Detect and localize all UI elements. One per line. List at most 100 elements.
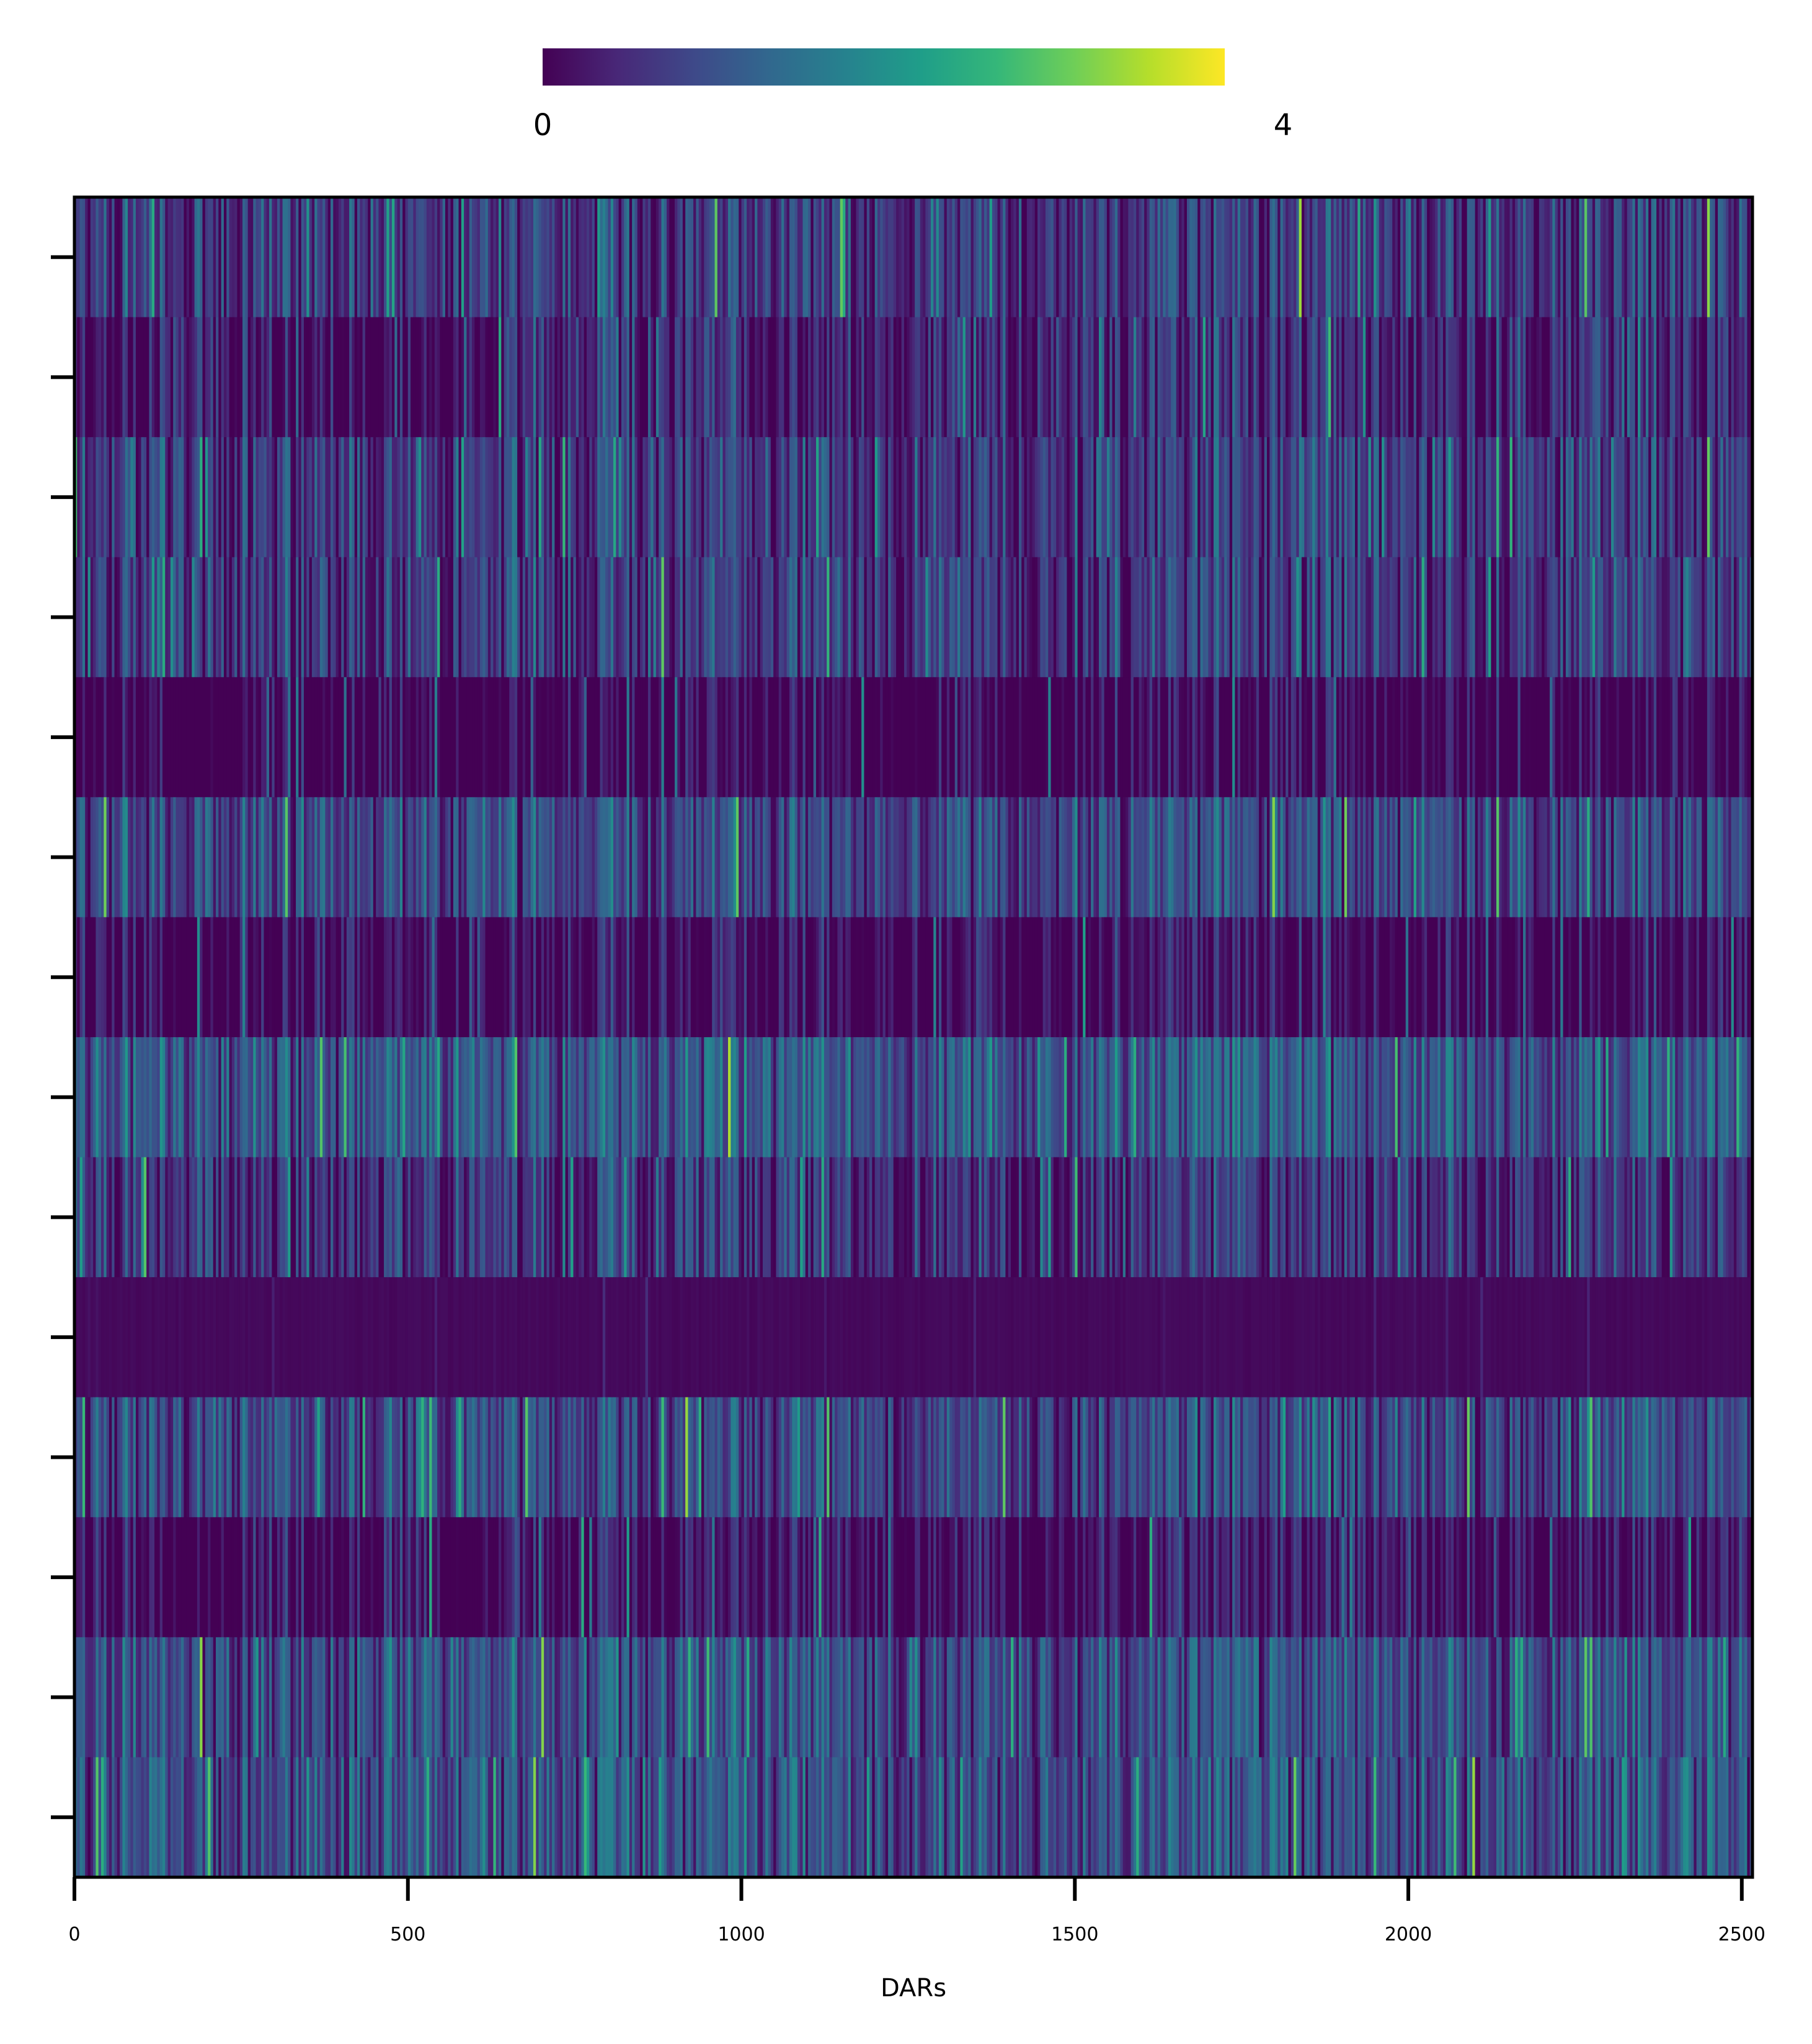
heatmap-cell xyxy=(472,557,475,678)
heatmap-cell xyxy=(941,1037,945,1158)
heatmap-cell xyxy=(311,797,315,918)
heatmap-cell xyxy=(567,1037,571,1158)
heatmap-cell xyxy=(584,917,587,1038)
heatmap-cell xyxy=(805,197,809,318)
heatmap-cell xyxy=(957,1037,961,1158)
heatmap-cell xyxy=(789,197,793,318)
heatmap-cell xyxy=(205,197,208,318)
heatmap-cell xyxy=(1702,557,1705,678)
heatmap-cell xyxy=(1446,557,1449,678)
heatmap-cell xyxy=(1664,317,1668,438)
heatmap-cell xyxy=(554,197,558,318)
heatmap-cell xyxy=(194,197,198,318)
heatmap-cell xyxy=(544,437,548,558)
heatmap-cell xyxy=(917,797,921,918)
heatmap-cell xyxy=(141,797,144,918)
heatmap-cell xyxy=(621,317,624,438)
heatmap-cell xyxy=(1299,677,1302,798)
heatmap-cell xyxy=(487,1037,491,1158)
heatmap-cell xyxy=(95,557,99,678)
heatmap-cell xyxy=(616,197,620,318)
heatmap-cell xyxy=(530,557,534,678)
heatmap-cell xyxy=(861,317,865,438)
heatmap-cell xyxy=(479,557,483,678)
heatmap-cell xyxy=(962,197,966,318)
heatmap-cell xyxy=(1648,197,1652,318)
heatmap-cell xyxy=(1384,197,1388,318)
heatmap-cell xyxy=(912,317,915,438)
heatmap-cell xyxy=(1520,797,1524,918)
heatmap-cell xyxy=(135,917,139,1038)
heatmap-cell xyxy=(1523,437,1526,558)
heatmap-cell xyxy=(1496,437,1499,558)
heatmap-cell xyxy=(274,1037,278,1158)
heatmap-cell xyxy=(845,437,849,558)
heatmap-cell xyxy=(223,317,227,438)
heatmap-cell xyxy=(437,437,440,558)
heatmap-cell xyxy=(877,917,881,1038)
heatmap-cell xyxy=(899,437,902,558)
heatmap-cell xyxy=(274,677,278,798)
heatmap-cell xyxy=(181,557,184,678)
heatmap-cell xyxy=(1189,1037,1193,1158)
heatmap-cell xyxy=(1120,917,1124,1038)
heatmap-cell xyxy=(571,797,574,918)
heatmap-cell xyxy=(499,797,502,918)
heatmap-cell xyxy=(1347,437,1350,558)
heatmap-cell xyxy=(202,317,206,438)
heatmap-cell xyxy=(1694,797,1697,918)
heatmap-cell xyxy=(1635,437,1638,558)
heatmap-cell xyxy=(1707,317,1710,438)
heatmap-cell xyxy=(946,677,950,798)
heatmap-cell xyxy=(880,197,884,318)
heatmap-cell xyxy=(800,677,804,798)
heatmap-cell xyxy=(1592,437,1596,558)
heatmap-cell xyxy=(530,677,534,798)
heatmap-cell xyxy=(541,197,544,318)
heatmap-cell xyxy=(344,317,347,438)
heatmap-cell xyxy=(714,437,718,558)
heatmap-cell xyxy=(885,437,889,558)
heatmap-cell xyxy=(285,1037,288,1158)
heatmap-cell xyxy=(368,317,371,438)
heatmap-cell xyxy=(1013,797,1017,918)
heatmap-cell xyxy=(1018,1037,1022,1158)
heatmap-cell xyxy=(1656,437,1660,558)
heatmap-cell xyxy=(162,437,166,558)
heatmap-cell xyxy=(1723,197,1726,318)
heatmap-cell xyxy=(610,317,614,438)
heatmap-cell xyxy=(784,317,788,438)
heatmap-cell xyxy=(335,197,339,318)
heatmap-cell xyxy=(1723,797,1726,918)
heatmap-cell xyxy=(853,437,857,558)
heatmap-cell xyxy=(901,1037,905,1158)
heatmap-cell xyxy=(1280,917,1284,1038)
heatmap-cell xyxy=(1667,437,1671,558)
heatmap-cell xyxy=(1411,1037,1415,1158)
heatmap-cell xyxy=(1235,677,1238,798)
heatmap-cell xyxy=(1427,917,1431,1038)
heatmap-cell xyxy=(562,1037,566,1158)
heatmap-cell xyxy=(989,197,993,318)
heatmap-cell xyxy=(882,917,886,1038)
heatmap-cell xyxy=(242,1037,246,1158)
heatmap-cell xyxy=(1232,197,1235,318)
heatmap-cell xyxy=(853,917,857,1038)
heatmap-cell xyxy=(1189,197,1193,318)
heatmap-cell xyxy=(122,677,126,798)
heatmap-cell xyxy=(112,317,115,438)
heatmap-cell xyxy=(877,557,881,678)
heatmap-cell xyxy=(1416,677,1419,798)
heatmap-cell xyxy=(877,677,881,798)
heatmap-cell xyxy=(915,917,918,1038)
heatmap-cell xyxy=(957,677,961,798)
heatmap-cell xyxy=(1336,1037,1339,1158)
heatmap-cell xyxy=(952,1037,956,1158)
heatmap-cell xyxy=(864,1037,868,1158)
heatmap-cell xyxy=(536,197,540,318)
heatmap-cell xyxy=(1557,677,1561,798)
heatmap-cell xyxy=(1584,317,1588,438)
heatmap-cell xyxy=(712,677,716,798)
heatmap-cell xyxy=(426,437,430,558)
heatmap-cell xyxy=(579,317,582,438)
